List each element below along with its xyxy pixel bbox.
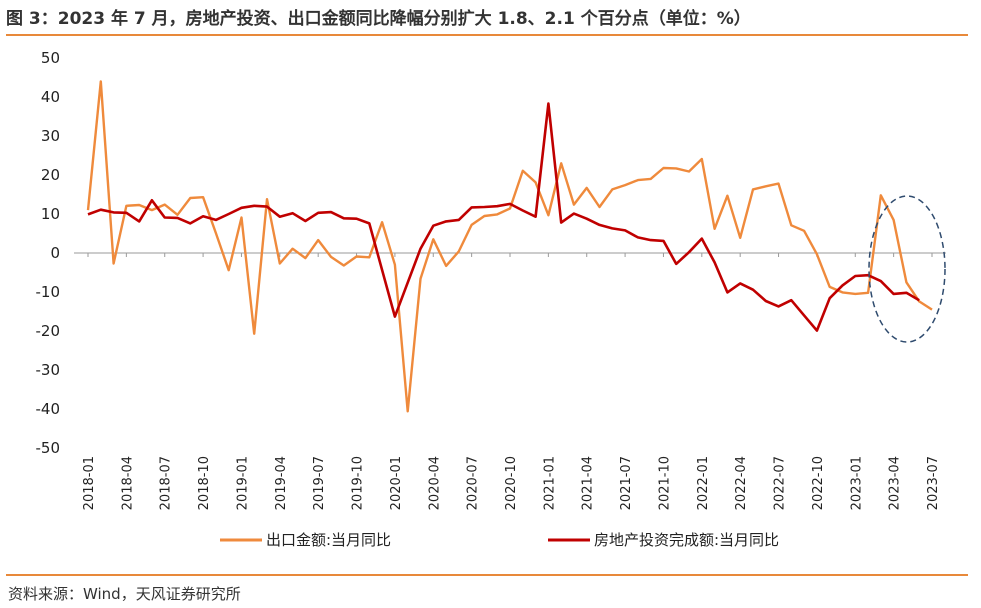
x-tick-label: 2020-10 [504, 456, 519, 510]
x-axis-ticks: 2018-01 2018-04 2018-07 2018-10 2019-01 2019-… [82, 253, 941, 510]
title-rule [6, 34, 968, 36]
x-tick-label: 2022-01 [696, 456, 711, 510]
x-tick-label: 2022-10 [811, 456, 826, 510]
x-tick-label: 2018-07 [159, 456, 174, 510]
highlight-ellipse [868, 195, 946, 343]
x-tick-label: 2023-01 [849, 456, 864, 510]
y-tick-label: -50 [36, 439, 61, 457]
x-tick-label: 2018-10 [197, 456, 212, 510]
legend-label-export: 出口金额:当月同比 [266, 531, 391, 549]
x-tick-label: 2019-01 [235, 456, 250, 510]
x-tick-label: 2021-10 [657, 456, 672, 510]
x-tick-label: 2023-04 [888, 456, 903, 510]
y-tick-label: 30 [41, 127, 60, 145]
y-axis-ticks: -50 -40 -30 -20 -10 0 10 20 30 40 50 [36, 49, 61, 457]
x-tick-label: 2021-07 [619, 456, 634, 510]
chart-series [86, 80, 933, 413]
x-tick-label: 2023-07 [926, 456, 941, 510]
x-tick-label: 2019-04 [274, 456, 289, 510]
figure-title: 图 3：2023 年 7 月，房地产投资、出口金额同比降幅分别扩大 1.8、2.… [6, 9, 751, 29]
footer-rule [6, 574, 968, 576]
y-tick-label: -20 [36, 322, 61, 340]
chart-legend: 出口金额:当月同比 房地产投资完成额:当月同比 [220, 531, 779, 549]
x-tick-label: 2019-07 [312, 456, 327, 510]
x-tick-label: 2019-10 [351, 456, 366, 510]
y-tick-label: -40 [36, 400, 61, 418]
x-tick-label: 2018-01 [82, 456, 97, 510]
source-note: 资料来源：Wind，天风证券研究所 [8, 585, 241, 603]
x-tick-label: 2018-04 [120, 456, 135, 510]
y-tick-label: 10 [41, 205, 60, 223]
series-realestate-line [87, 102, 920, 332]
x-tick-label: 2020-07 [466, 456, 481, 510]
y-tick-label: -30 [36, 361, 61, 379]
x-tick-label: 2022-04 [734, 456, 749, 510]
y-tick-label: 20 [41, 166, 60, 184]
y-tick-label: -10 [36, 283, 61, 301]
x-tick-label: 2022-07 [773, 456, 788, 510]
x-tick-label: 2021-04 [581, 456, 596, 510]
y-tick-label: 50 [41, 49, 60, 67]
series-export-line [86, 80, 933, 413]
x-tick-label: 2020-04 [427, 456, 442, 510]
x-tick-label: 2021-01 [542, 456, 557, 510]
y-tick-label: 0 [50, 244, 60, 262]
legend-label-realestate: 房地产投资完成额:当月同比 [594, 531, 779, 549]
y-tick-label: 40 [41, 88, 60, 106]
x-tick-label: 2020-01 [389, 456, 404, 510]
